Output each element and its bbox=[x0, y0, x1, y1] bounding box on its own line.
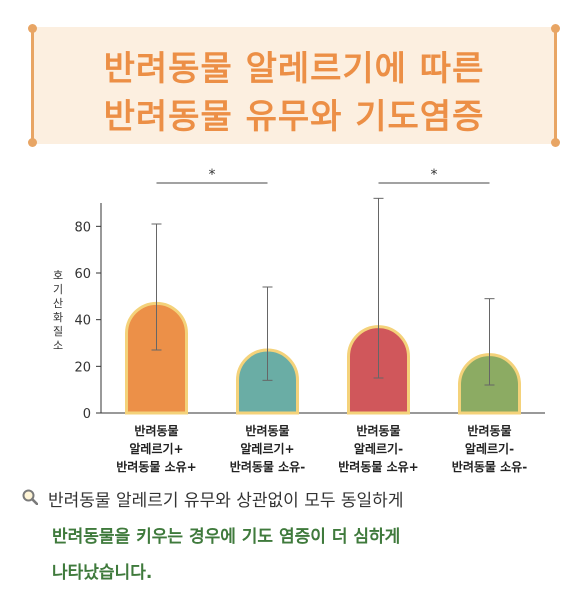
y-axis-label: 화 bbox=[53, 311, 63, 324]
category-label: 반려동물 bbox=[356, 423, 400, 438]
category-label: 알레르기+ bbox=[240, 441, 294, 456]
title-left-border bbox=[31, 27, 34, 144]
title-line-2: 반려동물 유무와 기도염증 bbox=[103, 97, 485, 137]
y-tick-label: 60 bbox=[74, 267, 91, 282]
watermark-line-2: FINANCIAL bbox=[432, 542, 506, 556]
corner-dot bbox=[28, 138, 37, 147]
title-right-border bbox=[554, 27, 557, 144]
corner-dot bbox=[551, 24, 560, 33]
category-label: 반려동물 bbox=[134, 423, 178, 438]
watermark-line-1: 파이낸셜 저널 bbox=[432, 528, 503, 542]
corner-dot bbox=[28, 24, 37, 33]
watermark: 파이낸셜 저널 FINANCIAL JOURNAL bbox=[432, 528, 505, 570]
watermark-line-3: JOURNAL bbox=[432, 556, 493, 570]
bar bbox=[236, 348, 299, 415]
y-axis-label: 기 bbox=[53, 283, 63, 296]
y-tick-label: 40 bbox=[74, 314, 91, 329]
y-axis-label: 호 bbox=[53, 269, 63, 282]
category-label: 반려동물 소유+ bbox=[116, 459, 196, 474]
category-label: 알레르기+ bbox=[129, 441, 183, 456]
y-tick-label: 0 bbox=[83, 407, 91, 422]
category-label: 반려동물 bbox=[467, 423, 511, 438]
category-label: 반려동물 bbox=[245, 423, 289, 438]
title-banner: 반려동물 알레르기에 따른 반려동물 유무와 기도염증 bbox=[28, 24, 560, 147]
y-tick-label: 80 bbox=[74, 220, 91, 235]
corner-dot bbox=[551, 138, 560, 147]
bar bbox=[125, 301, 188, 415]
magnifier-icon bbox=[22, 489, 38, 505]
category-label: 반려동물 소유- bbox=[452, 459, 527, 474]
note-line-3: 나타났습니다. bbox=[52, 563, 153, 583]
y-tick-label: 20 bbox=[74, 360, 91, 375]
y-axis-label: 소 bbox=[53, 339, 63, 352]
note-line-1: 반려동물 알레르기 유무와 상관없이 모두 동일하게 bbox=[48, 491, 404, 511]
title-line-1: 반려동물 알레르기에 따른 bbox=[103, 49, 485, 89]
significance-label: * bbox=[431, 167, 438, 183]
note-line-2: 반려동물을 키우는 경우에 기도 염증이 더 심하게 bbox=[52, 527, 401, 547]
category-label: 알레르기- bbox=[465, 441, 514, 456]
category-label: 알레르기- bbox=[354, 441, 403, 456]
y-axis-label: 산 bbox=[53, 297, 63, 310]
category-label: 반려동물 소유+ bbox=[338, 459, 418, 474]
y-axis-label: 질 bbox=[53, 325, 63, 338]
category-label: 반려동물 소유- bbox=[230, 459, 305, 474]
significance-label: * bbox=[209, 167, 216, 183]
